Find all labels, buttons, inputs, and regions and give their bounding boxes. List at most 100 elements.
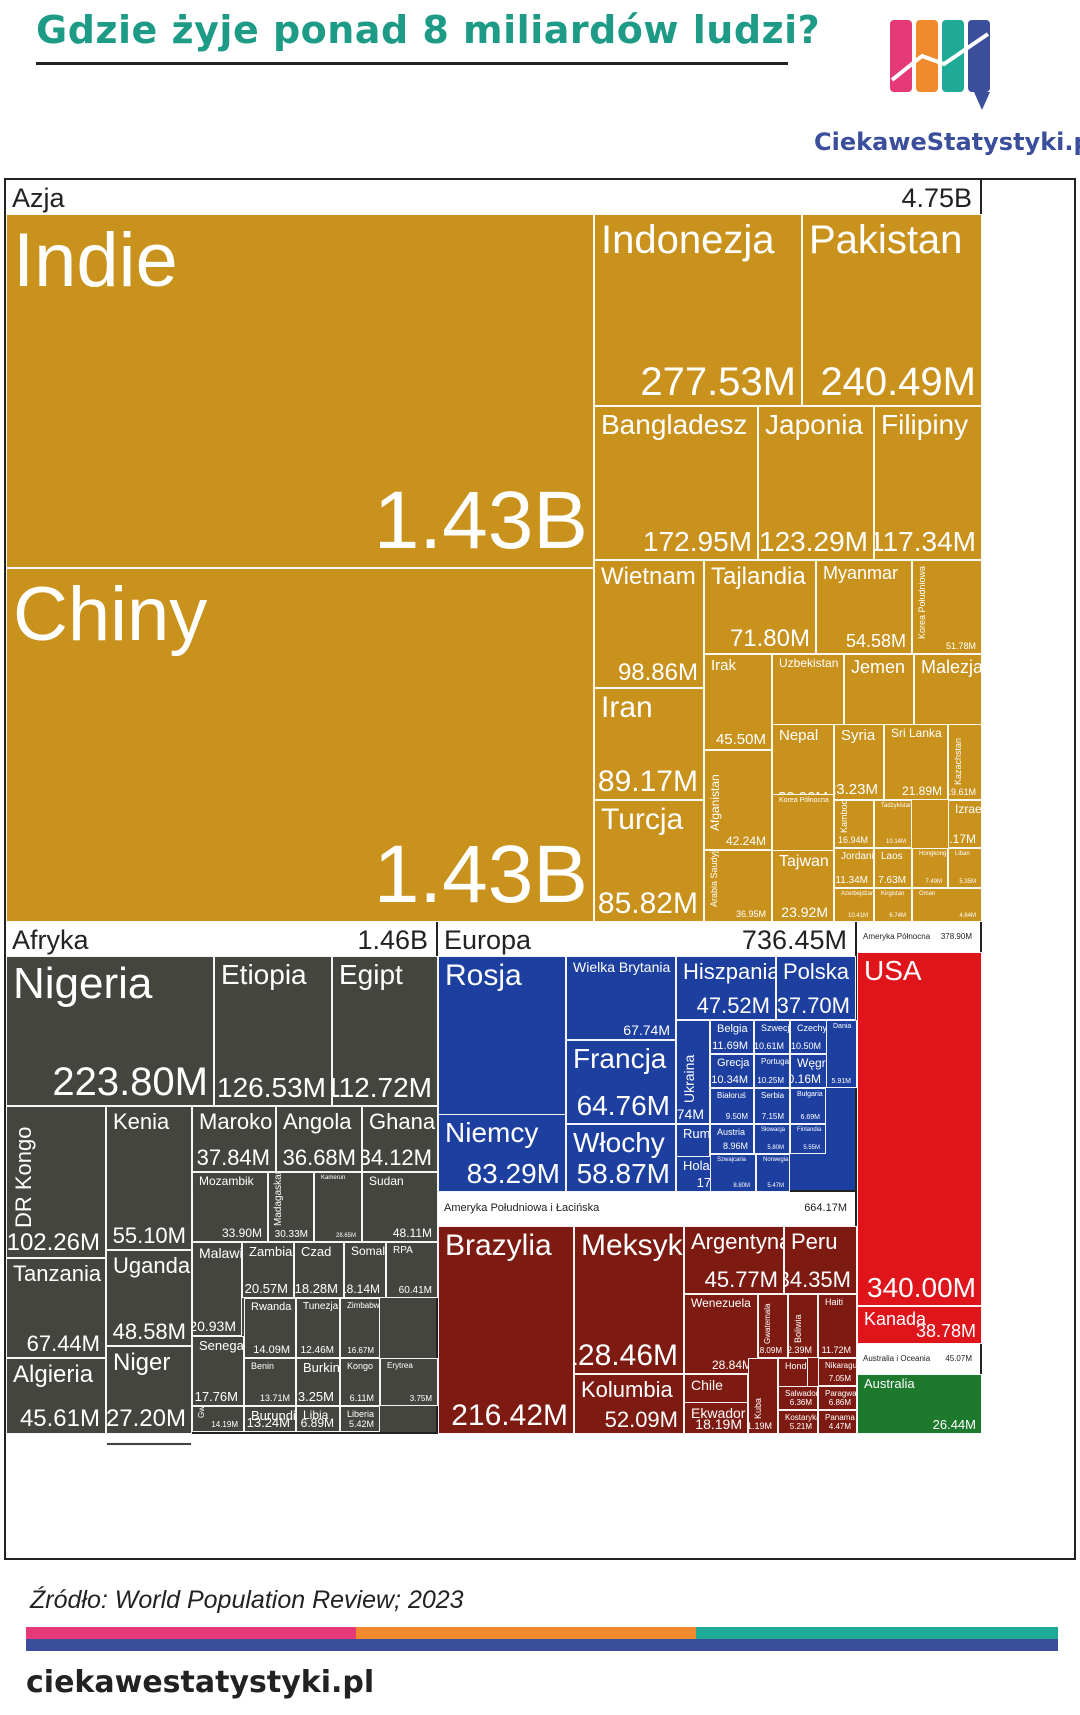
cell-name: Hongkong <box>919 851 947 857</box>
cell-name: Madagaskar <box>273 1172 284 1226</box>
cell-sudan: Sudan 48.11M <box>362 1172 438 1242</box>
cell-value: 128.46M <box>575 1339 678 1372</box>
cell-name: Boliwia <box>793 1314 803 1343</box>
cell-gwinea: Gwinea 14.19M <box>192 1406 244 1432</box>
cell-erytrea: Erytrea 3.75M <box>380 1358 438 1406</box>
cell-value: 7.05M <box>828 1374 851 1384</box>
group-name: Afryka <box>12 925 89 955</box>
cell-value: 7.49M <box>925 879 942 886</box>
cell-wietnam: Wietnam 98.86M <box>594 560 704 688</box>
cell-name: Australia <box>864 1376 915 1391</box>
cell-filipiny: Filipiny 117.34M <box>874 406 982 560</box>
cell-value: 12.39M <box>789 1345 812 1356</box>
cell-value: 36.74M <box>676 1105 704 1122</box>
cell-value: 48.11M <box>392 1225 432 1240</box>
cell-value: 48.58M <box>112 1318 186 1344</box>
source-note: Źródło: World Population Review; 2023 <box>30 1586 464 1614</box>
cell-paragwaj: Paragwaj 6.86M <box>818 1386 857 1410</box>
cell-name: Czad <box>301 1244 332 1259</box>
cell-name: Tadżykistan <box>881 803 912 809</box>
group-name: Australia i Oceania <box>863 1354 931 1363</box>
cell-name: Kostaryka <box>785 1413 818 1422</box>
cell-name: Kirgistan <box>881 891 905 897</box>
cell-value: 240.49M <box>820 360 976 404</box>
cell-value: 4.64M <box>959 913 976 920</box>
cell-value: 7.63M <box>878 875 906 886</box>
cell-name: Erytrea <box>387 1361 413 1370</box>
cell-name: Rumunia <box>683 1126 710 1141</box>
cell-kongo: Kongo 6.11M <box>340 1358 380 1406</box>
cell-name: Francja <box>573 1043 667 1074</box>
cell-kanada: Kanada 38.78M <box>857 1306 982 1344</box>
cell-liberia: Liberia 5.42M <box>340 1406 380 1432</box>
cell-name: Bułgaria <box>797 1091 823 1098</box>
cell-value: 98.86M <box>617 658 698 686</box>
cell-somalia: Somalia 18.14M <box>344 1242 386 1298</box>
cell-indonezja: Indonezja 277.53M <box>594 214 802 406</box>
cell-name: Brazylia <box>445 1229 552 1262</box>
group-ameryka-polnocna: Ameryka Północna 378.90M USA 340.00M Kanada 3… <box>857 922 982 1344</box>
cell-name: Grecja <box>717 1057 750 1069</box>
cell-czad: Czad 18.28M <box>294 1242 344 1298</box>
treemap: Azja 4.75B Indie 1.43B Chiny 1.43B Indonezja 27… <box>4 178 1076 1560</box>
cell-gwatemala: Gwatemala 18.09M <box>758 1294 788 1358</box>
cell-name: Somalia <box>351 1244 386 1258</box>
cell-benin: Benin 13.71M <box>244 1358 296 1406</box>
cell-francja: Francja 64.76M <box>566 1040 676 1124</box>
group-total: 664.17M <box>804 1202 847 1214</box>
cell-name: Chiny <box>13 572 208 657</box>
cell-laos: Laos 7.63M <box>874 848 912 888</box>
cell-nikaragua: Nikaragua 7.05M <box>818 1358 857 1386</box>
cell-name: Syria <box>841 727 876 744</box>
cell-hiszpania: Hiszpania 47.52M <box>676 956 776 1020</box>
cell-name: Chile <box>691 1377 723 1393</box>
cell-mali: Mali23.29M <box>106 1442 192 1446</box>
group-name: Azja <box>12 183 65 213</box>
cell-value: 6.11M <box>349 1393 374 1404</box>
cell-name: Gwinea <box>197 1407 206 1418</box>
cell-name: Afganistan <box>708 774 722 832</box>
cell-value: 52.09M <box>604 1406 678 1432</box>
cell-value: 18.09M <box>759 1346 782 1356</box>
cell-name: DR Kongo <box>11 1126 36 1228</box>
cell-usa: USA 340.00M <box>857 952 982 1306</box>
cell-value: 30.33M <box>274 1229 308 1240</box>
cell-value: 23.29M <box>113 1443 186 1444</box>
cell-name: Szwajcaria <box>717 1157 747 1163</box>
group-total: 45.07M <box>945 1354 972 1363</box>
cell-name: Libia <box>303 1408 329 1422</box>
cell-name: Rwanda <box>251 1301 292 1313</box>
cell-value: 17.76M <box>194 1388 238 1404</box>
group-header: Afryka 1.46B <box>6 922 436 957</box>
cell-value: 38.78M <box>915 1321 976 1342</box>
cell-value: 45.77M <box>704 1266 778 1292</box>
cell-value: 5.35M <box>959 879 976 886</box>
cell-argentyna: Argentyna 45.77M <box>684 1226 784 1294</box>
cell-pakistan: Pakistan 240.49M <box>802 214 982 406</box>
cell-value: 117.34M <box>874 526 976 558</box>
cell-ekwador: Ekwador 18.19M <box>684 1402 748 1434</box>
cell-value: 64.76M <box>576 1090 670 1122</box>
cell-name: Azerbejdżan <box>841 891 874 897</box>
cell-value: 16.67M <box>347 1346 374 1356</box>
cell-name: Kongo <box>347 1361 374 1371</box>
cell-value: 37.70M <box>776 992 850 1018</box>
cell-name: Białoruś <box>717 1091 746 1100</box>
cell-polska: Polska 37.70M <box>776 956 856 1020</box>
cell-kirgistan: Kirgistan 6.74M <box>874 888 912 922</box>
cell-senegal: Senegal 17.76M <box>192 1336 244 1406</box>
cell-value: 6.69M <box>800 1114 820 1122</box>
cell-value: 8.80M <box>733 1183 750 1190</box>
cell-value: 45.61M <box>19 1404 100 1432</box>
cell-name: Mali <box>113 1445 153 1446</box>
cell-malawi: Malawi 20.93M <box>192 1242 242 1336</box>
cell-value: 13.24M <box>246 1414 290 1430</box>
cell-value: 26.44M <box>932 1416 976 1432</box>
cell-value: 23.92M <box>781 903 828 920</box>
cell-tunezja: Tunezja 12.46M <box>296 1298 340 1358</box>
cell-peru: Peru 34.35M <box>784 1226 857 1294</box>
cell-value: 9.50M <box>725 1112 748 1122</box>
cell-bangladesz: Bangladesz 172.95M <box>594 406 758 560</box>
group-total: 378.90M <box>940 932 972 941</box>
cell-value: 5.80M <box>767 1145 784 1152</box>
